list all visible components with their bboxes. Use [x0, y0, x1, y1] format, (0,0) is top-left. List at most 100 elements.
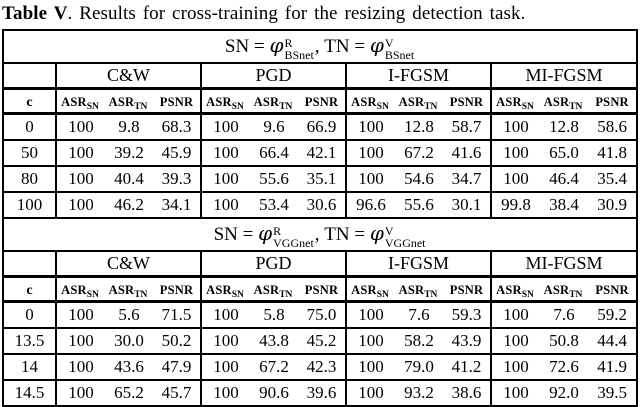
cell-asr-tn: 43.8 [259, 331, 289, 350]
cell-asr-tn: 12.8 [549, 117, 579, 136]
cell-asr-sn: 100 [55, 192, 105, 218]
cell-asr-sn: 100 [55, 301, 105, 328]
phi-scripts: V BSnet [384, 35, 415, 62]
cell-psnr: 38.6 [451, 383, 482, 402]
cell-c: 14 [21, 357, 38, 376]
cell-asr-sn: 100 [55, 113, 105, 140]
cell-c: 13.5 [14, 331, 45, 350]
cell-asr-sn: 100 [55, 328, 105, 354]
cell-asr-sn: 100 [345, 166, 395, 192]
phi-symbol: φ [369, 32, 384, 57]
attack-header-ifgsm: I-FGSM [345, 251, 491, 277]
cell-psnr: 58.7 [451, 117, 482, 136]
attack-header-row: C&W PGD I-FGSM MI-FGSM [3, 251, 638, 277]
cell-asr-tn: 9.8 [118, 117, 140, 136]
c-column-header: c [26, 95, 33, 110]
cell-psnr: 35.1 [306, 169, 337, 188]
metric-psnr: PSNR [595, 95, 629, 109]
cell-psnr: 45.7 [161, 383, 192, 402]
cell-asr-tn: 40.4 [114, 169, 144, 188]
cell-psnr: 41.9 [597, 357, 627, 376]
metric-asr-sn: ASRSN [345, 276, 395, 302]
metric-asr-sn: ASRSN [200, 276, 250, 302]
tn-label: , TN = [314, 223, 370, 245]
cell-asr-tn: 30.0 [114, 331, 144, 350]
metric-asr-sn: ASRSN [490, 88, 540, 114]
cell-asr-tn: 46.2 [114, 195, 144, 214]
cell-psnr: 44.4 [597, 331, 627, 350]
cell-asr-tn: 65.2 [114, 383, 144, 402]
cell-psnr: 68.3 [161, 117, 192, 136]
table-row: 50 100 39.2 45.9 100 66.4 42.1 100 67.2 … [3, 140, 638, 166]
table-row: 0 100 9.8 68.3 100 9.6 66.9 100 12.8 58.… [3, 113, 638, 140]
section-header-bsnet: SN = φ R BSnet, TN = φ V BSnet [3, 30, 637, 63]
cell-asr-sn: 100 [490, 166, 540, 192]
results-table: SN = φ R BSnet, TN = φ V BSnet C&W PGD I-FGS… [2, 29, 639, 407]
table-row: 100 100 46.2 34.1 100 53.4 30.6 96.6 55.… [3, 192, 638, 218]
metric-asr-tn: ASRTN [543, 95, 583, 112]
cell-psnr: 43.9 [451, 331, 482, 350]
phi-symbol: φ [258, 220, 273, 245]
cell-asr-sn: 100 [200, 140, 250, 166]
cell-psnr: 39.5 [597, 383, 627, 402]
cell-asr-sn: 100 [200, 354, 250, 380]
attack-header-pgd: PGD [200, 63, 346, 89]
metric-psnr: PSNR [304, 283, 339, 297]
metric-header-row: c ASRSN ASRTN PSNR ASRSN ASRTN PSNR ASRS… [3, 276, 638, 302]
cell-asr-sn: 100 [490, 113, 540, 140]
cell-psnr: 30.9 [597, 195, 627, 214]
cell-asr-sn: 100 [345, 380, 395, 406]
phi-symbol: φ [269, 32, 284, 57]
cell-psnr: 45.2 [306, 331, 337, 350]
table-row: 80 100 40.4 39.3 100 55.6 35.1 100 54.6 … [3, 166, 638, 192]
cell-asr-sn: 100 [490, 380, 540, 406]
cell-asr-tn: 72.6 [549, 357, 579, 376]
metric-asr-sn: ASRSN [55, 88, 105, 114]
cell-asr-sn: 100 [55, 140, 105, 166]
cell-asr-sn: 100 [200, 166, 250, 192]
cell-asr-sn: 100 [200, 328, 250, 354]
cell-asr-tn: 38.4 [549, 195, 579, 214]
cell-psnr: 59.2 [597, 305, 627, 324]
phi-scripts: V VGGnet [384, 223, 426, 250]
cell-psnr: 42.1 [306, 143, 337, 162]
cell-asr-sn: 100 [345, 113, 395, 140]
attack-header-cw: C&W [55, 251, 201, 277]
cell-psnr: 58.6 [597, 117, 627, 136]
sn-label: SN = [213, 223, 259, 245]
cell-psnr: 71.5 [161, 305, 192, 324]
cell-asr-sn: 100 [200, 113, 250, 140]
cell-psnr: 42.3 [306, 357, 337, 376]
cell-asr-sn: 100 [55, 166, 105, 192]
cell-asr-sn: 100 [345, 328, 395, 354]
cell-psnr: 34.1 [161, 195, 192, 214]
metric-asr-tn: ASRTN [108, 95, 148, 112]
cell-c: 14.5 [14, 383, 45, 402]
cell-psnr: 35.4 [597, 169, 627, 188]
cell-asr-tn: 7.6 [553, 305, 575, 324]
table-row: 14.5 100 65.2 45.7 100 90.6 39.6 100 93.… [3, 380, 638, 406]
table-caption: Table V. Results for cross-training for … [0, 0, 640, 29]
cell-psnr: 30.6 [306, 195, 337, 214]
cell-asr-tn: 67.2 [404, 143, 434, 162]
metric-asr-tn: ASRTN [543, 283, 583, 300]
cell-asr-sn: 100 [490, 328, 540, 354]
cell-asr-sn: 100 [345, 354, 395, 380]
attack-header-mifgsm: MI-FGSM [489, 63, 638, 89]
metric-asr-tn: ASRTN [253, 283, 293, 300]
table-number: Table V [2, 3, 68, 24]
cell-asr-tn: 43.6 [114, 357, 144, 376]
cell-psnr: 66.9 [306, 117, 337, 136]
cell-psnr: 50.2 [161, 331, 192, 350]
cell-asr-tn: 90.6 [259, 383, 289, 402]
cell-asr-sn: 99.8 [490, 192, 540, 218]
cell-psnr: 30.1 [451, 195, 482, 214]
cell-c: 80 [21, 169, 38, 188]
metric-asr-tn: ASRTN [253, 95, 293, 112]
metric-asr-sn: ASRSN [200, 88, 250, 114]
cell-asr-tn: 93.2 [404, 383, 434, 402]
attack-header-cw: C&W [55, 63, 201, 89]
metric-psnr: PSNR [449, 95, 484, 109]
cell-asr-tn: 67.2 [259, 357, 289, 376]
attack-header-row: C&W PGD I-FGSM MI-FGSM [3, 63, 638, 89]
